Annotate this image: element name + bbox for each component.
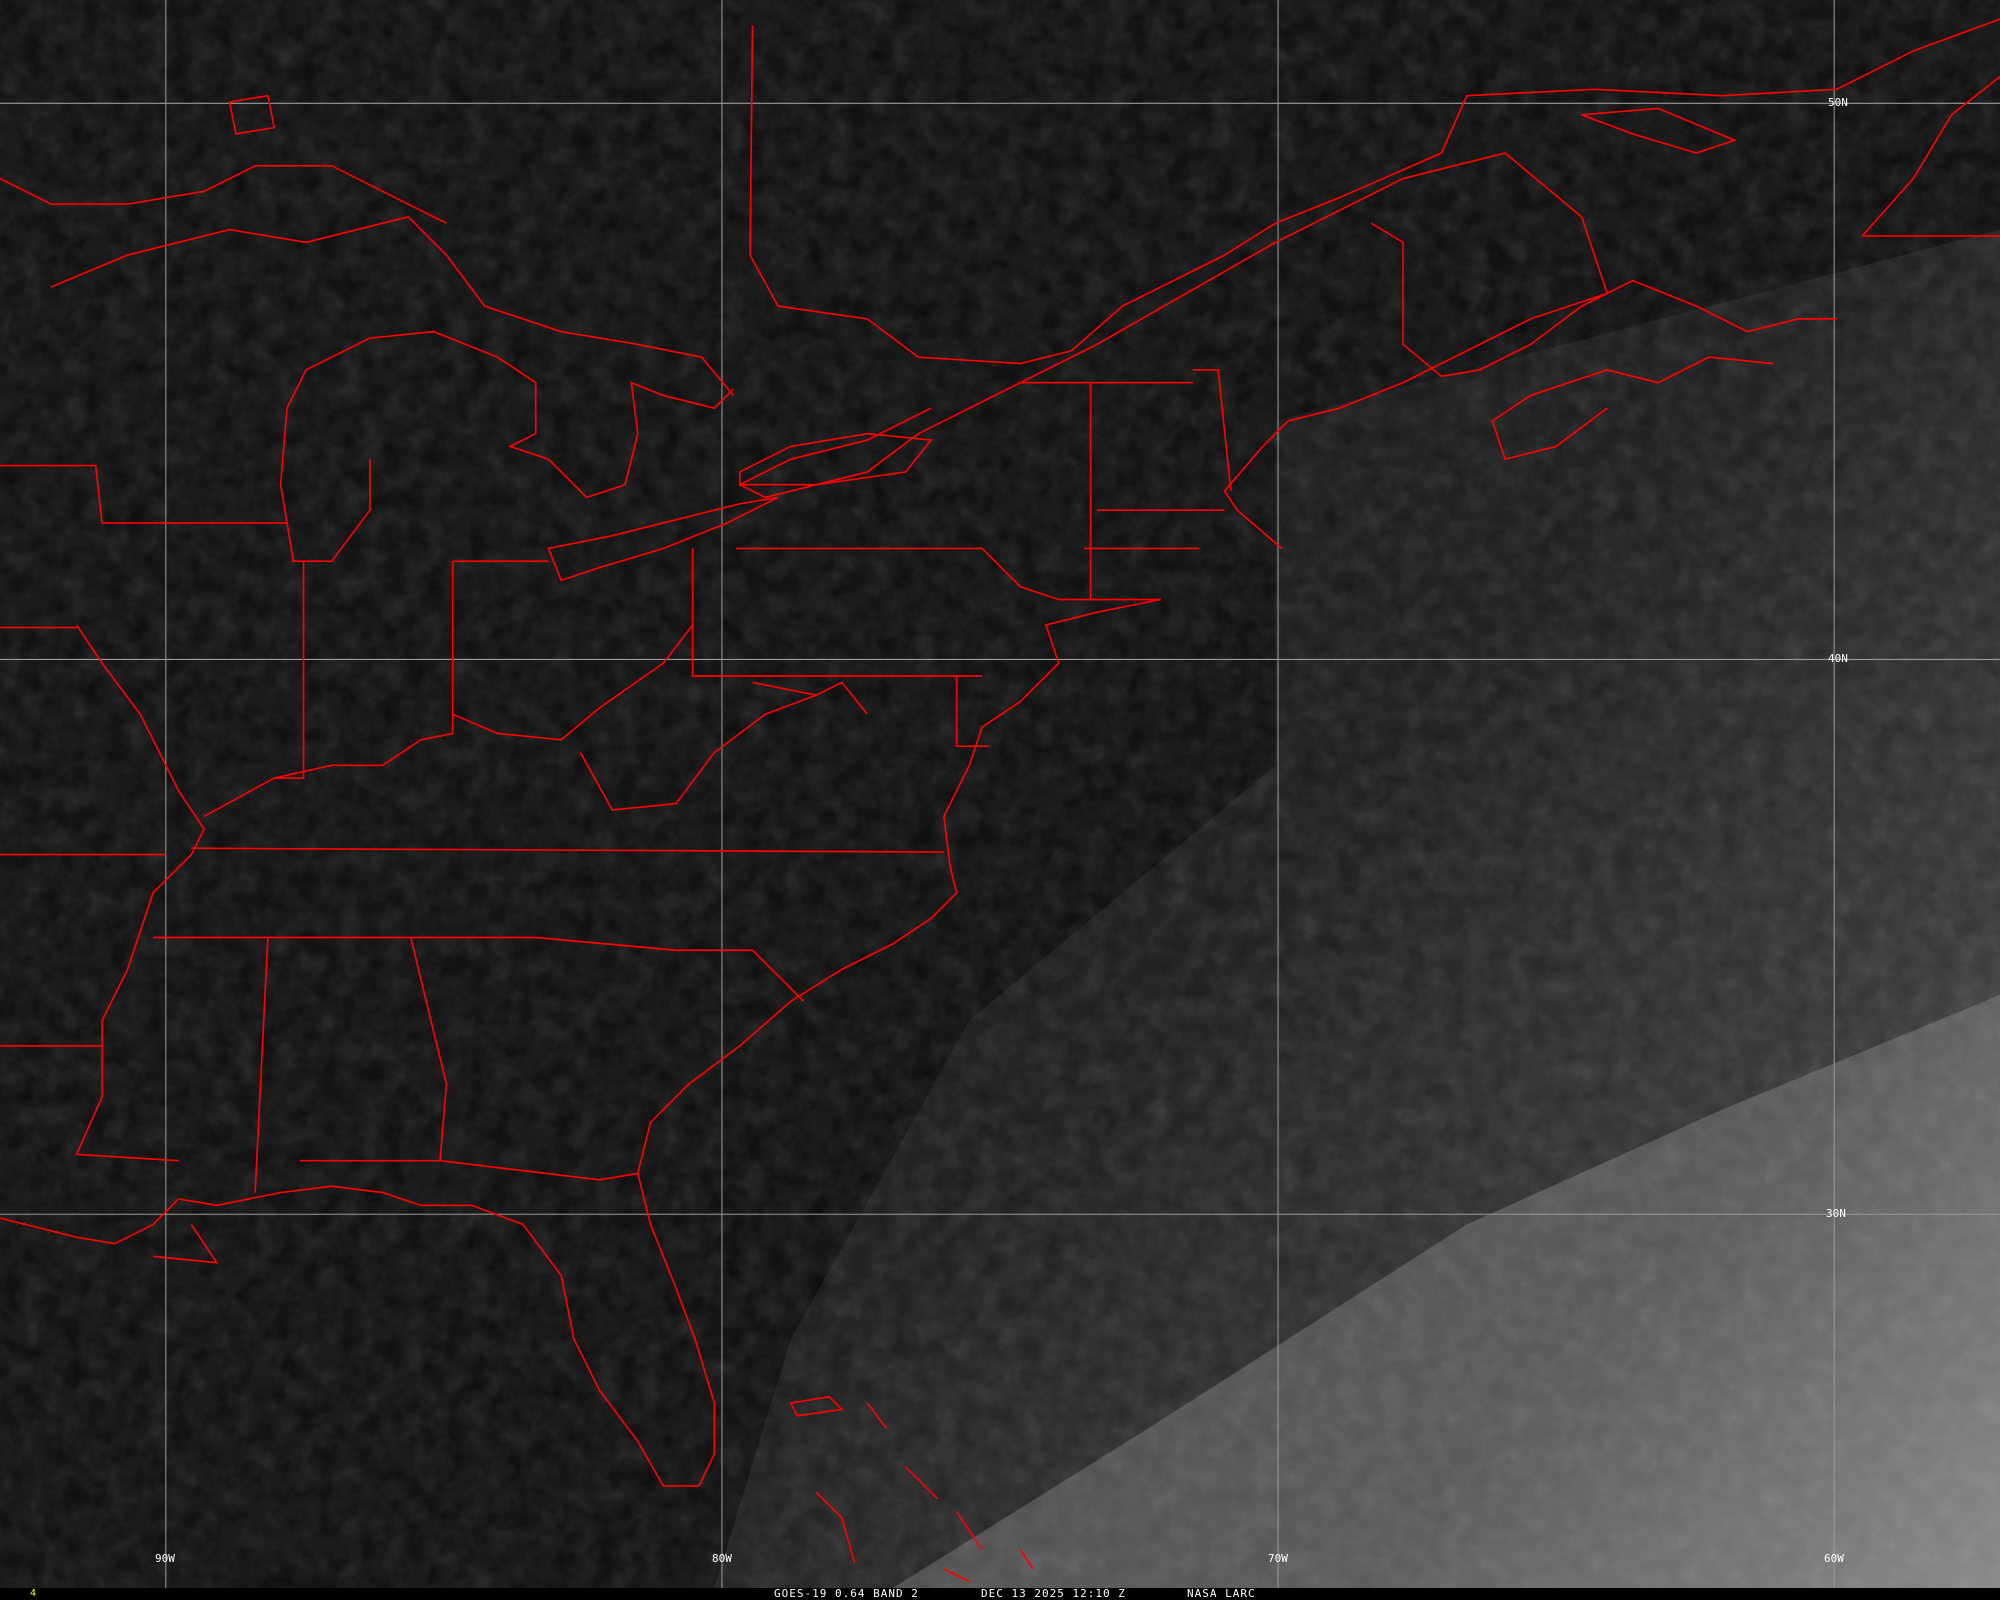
longitude-label-60w: 60W xyxy=(1824,1552,1844,1565)
longitude-label-90w: 90W xyxy=(155,1552,175,1565)
political-boundaries xyxy=(0,18,2000,1583)
atlantic-coastline xyxy=(178,152,1609,1487)
latitude-label-50n: 50N xyxy=(1828,96,1848,109)
gulf-coast xyxy=(0,1198,219,1264)
frame-number: 4 xyxy=(30,1588,38,1599)
caption-bar: 4 GOES-19 0.64 BAND 2 DEC 13 2025 12:10 … xyxy=(0,1588,2000,1600)
datetime-label: DEC 13 2025 12:10 Z xyxy=(981,1587,1126,1600)
great-lakes xyxy=(0,164,933,582)
longitude-label-70w: 70W xyxy=(1268,1552,1288,1565)
islands xyxy=(228,94,1034,1583)
latitude-label-40n: 40N xyxy=(1828,652,1848,665)
satellite-band-label: GOES-19 0.64 BAND 2 xyxy=(774,1587,919,1600)
latitude-label-30n: 30N xyxy=(1826,1207,1846,1220)
longitude-label-80w: 80W xyxy=(712,1552,732,1565)
source-label: NASA LARC xyxy=(1187,1587,1256,1600)
state-borders xyxy=(0,369,1232,1193)
canada-borders xyxy=(749,18,2000,461)
